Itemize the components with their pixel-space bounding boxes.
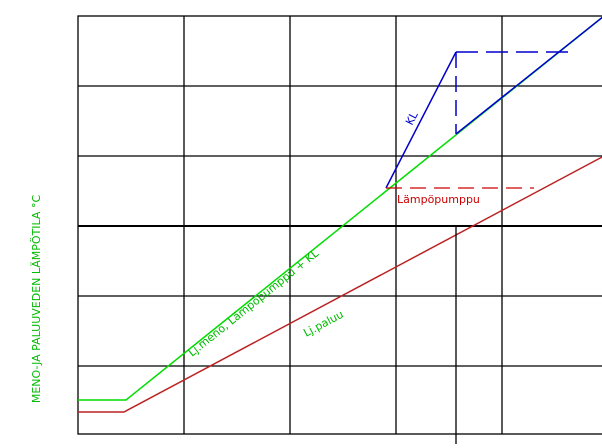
- kl-line: [385, 51, 457, 189]
- return-label: Lj.paluu: [301, 308, 345, 340]
- heat-pump-label: Lämpöpumppu: [397, 193, 480, 206]
- return-line: [78, 156, 602, 413]
- kl-overlay-line: [455, 16, 602, 135]
- kl-label: KL: [403, 109, 421, 128]
- y-axis-label: MENO-JA PALUUVEDEN LÄMPÖTILA °C: [30, 195, 43, 404]
- grid: [77, 15, 602, 435]
- supply-line: [78, 16, 602, 401]
